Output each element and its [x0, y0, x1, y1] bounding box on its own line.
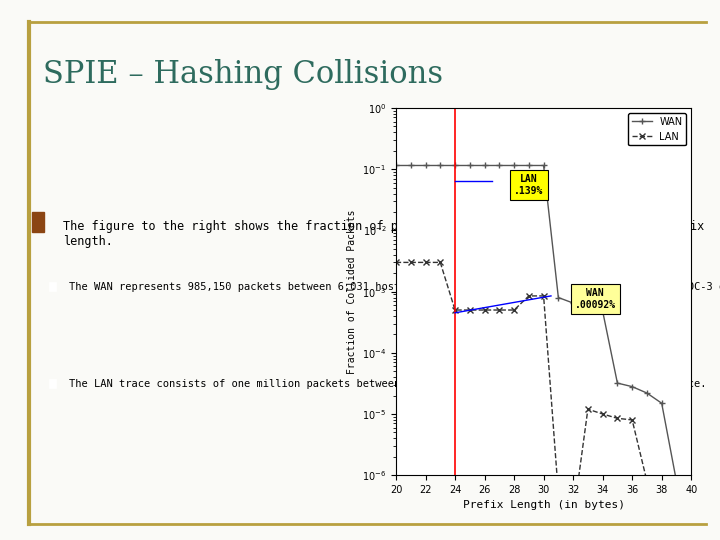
LAN [687, 533, 696, 539]
LAN [451, 307, 459, 313]
X-axis label: Prefix Length (in bytes): Prefix Length (in bytes) [463, 501, 625, 510]
WAN [539, 162, 548, 168]
WAN [392, 162, 400, 168]
Line: WAN: WAN [393, 163, 694, 491]
WAN [524, 162, 533, 168]
LAN [583, 406, 592, 413]
Text: The figure to the right shows the fraction of packets that collide as a function: The figure to the right shows the fracti… [63, 220, 704, 247]
Text: SPIE – Hashing Collisions: SPIE – Hashing Collisions [43, 59, 444, 90]
WAN [554, 294, 563, 301]
WAN [672, 478, 681, 484]
LAN [569, 515, 577, 521]
WAN [436, 162, 445, 168]
WAN [613, 380, 622, 386]
Text: The LAN trace consists of one million packets between 2,879 pairs at the MIT Lab: The LAN trace consists of one million pa… [69, 379, 707, 389]
WAN [642, 390, 651, 396]
LAN [407, 259, 415, 266]
Text: The WAN represents 985,150 packets between 6,031 host pairs collected at the Uni: The WAN represents 985,150 packets betwe… [69, 282, 720, 292]
Text: LAN
.139%: LAN .139% [514, 174, 544, 196]
Bar [49, 282, 56, 291]
LAN [466, 307, 474, 313]
WAN [510, 162, 518, 168]
WAN [495, 162, 504, 168]
WAN [583, 304, 592, 310]
WAN [466, 162, 474, 168]
Y-axis label: Fraction of Collided Packets: Fraction of Collided Packets [346, 210, 356, 374]
LAN [539, 293, 548, 299]
WAN [598, 308, 607, 314]
LAN [554, 490, 563, 497]
LAN [598, 411, 607, 417]
LAN [480, 307, 489, 313]
WAN [451, 162, 459, 168]
LAN [436, 259, 445, 266]
WAN [421, 162, 430, 168]
Text: WAN
.00092%: WAN .00092% [575, 288, 616, 310]
LAN [628, 417, 636, 423]
Bar [49, 379, 56, 388]
WAN [687, 485, 696, 492]
WAN [407, 162, 415, 168]
WAN [628, 383, 636, 390]
Line: LAN: LAN [393, 260, 694, 539]
WAN [657, 400, 666, 407]
LAN [392, 259, 400, 266]
LAN [642, 478, 651, 484]
LAN [495, 307, 504, 313]
Legend: WAN, LAN: WAN, LAN [629, 113, 686, 145]
WAN [569, 300, 577, 306]
Bar [32, 212, 44, 232]
LAN [613, 415, 622, 422]
WAN [480, 162, 489, 168]
LAN [672, 515, 681, 521]
LAN [524, 293, 533, 299]
LAN [421, 259, 430, 266]
LAN [657, 496, 666, 503]
LAN [510, 307, 518, 313]
